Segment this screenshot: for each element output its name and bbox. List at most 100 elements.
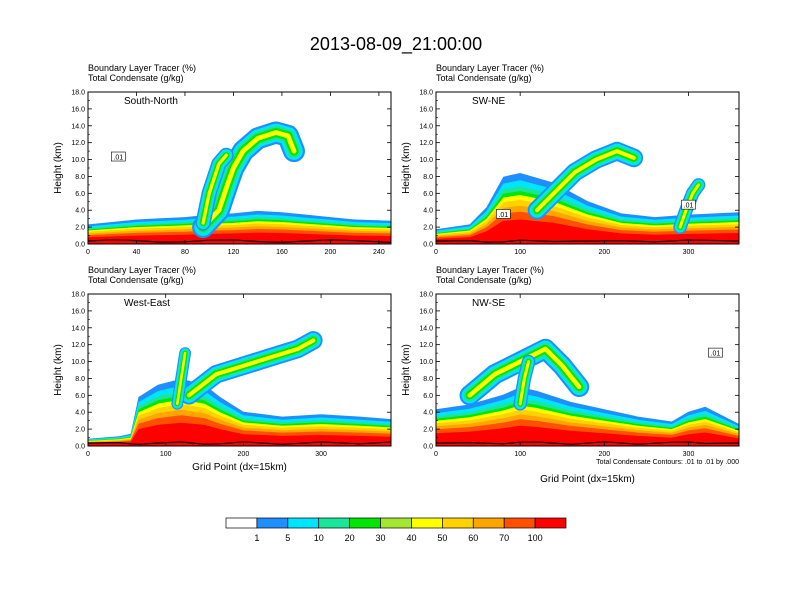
terrain-line [436, 239, 739, 243]
y-axis-label: Height (km) [53, 142, 64, 194]
colorbar-swatch [472, 517, 505, 529]
y-tick-label: 18.0 [71, 292, 85, 299]
y-axis-label: Height (km) [401, 142, 412, 194]
tracer-band-9 [88, 422, 391, 446]
colorbar-swatch [534, 517, 567, 529]
panel-subtitle-condensate: Total Condensate (g/kg) [436, 73, 532, 83]
x-tick-label: 0 [86, 249, 90, 256]
colorbar-label: 20 [345, 533, 355, 543]
y-tick-label: 2.0 [423, 225, 433, 232]
y-tick-label: 16.0 [71, 308, 85, 315]
y-tick-label: 10.0 [419, 157, 433, 164]
panel-4: Boundary Layer Tracer (%)Total Condensat… [401, 265, 740, 485]
y-tick-label: 8.0 [423, 376, 433, 383]
x-tick-label: 300 [683, 451, 695, 458]
panel-3: Boundary Layer Tracer (%)Total Condensat… [53, 265, 392, 473]
y-tick-label: 14.0 [71, 123, 85, 130]
x-tick-label: 0 [434, 249, 438, 256]
x-tick-label: 100 [160, 451, 172, 458]
y-tick-label: 4.0 [423, 410, 433, 417]
contour-label-box [708, 347, 723, 358]
y-tick-label: 6.0 [423, 393, 433, 400]
colorbar-swatch [287, 517, 320, 529]
panel-label: South-North [124, 96, 178, 107]
colorbar-swatch [256, 517, 289, 529]
colorbar-swatch [318, 517, 350, 529]
panel-label: SW-NE [472, 96, 505, 107]
y-tick-label: 14.0 [419, 123, 433, 130]
x-axis-label: Grid Point (dx=15km) [540, 474, 635, 485]
y-tick-label: 6.0 [423, 191, 433, 198]
y-tick-label: 12.0 [419, 342, 433, 349]
contour-label-box [496, 209, 511, 219]
terrain-line [436, 441, 739, 445]
panel-subtitle-condensate: Total Condensate (g/kg) [436, 275, 532, 285]
plume-1-layer-5 [534, 149, 636, 213]
plume-1-layer-5 [186, 338, 316, 398]
y-tick-label: 12.0 [419, 140, 433, 147]
y-tick-label: 0.0 [75, 444, 85, 451]
y-tick-label: 14.0 [71, 325, 85, 332]
y-tick-label: 18.0 [419, 90, 433, 97]
y-tick-label: 12.0 [71, 342, 85, 349]
y-tick-label: 2.0 [423, 427, 433, 434]
colorbar-swatch [349, 517, 381, 529]
x-axis-label: Grid Point (dx=15km) [192, 462, 287, 473]
y-tick-label: 6.0 [75, 393, 85, 400]
y-axis-label: Height (km) [53, 344, 64, 396]
panel-subtitle-tracer: Boundary Layer Tracer (%) [88, 63, 196, 73]
x-tick-label: 100 [514, 451, 526, 458]
plume-2-layer-5 [176, 351, 187, 406]
contour-label-box [111, 151, 126, 162]
contour-label-box [681, 199, 696, 210]
colorbar-label: 100 [528, 533, 543, 543]
x-tick-label: 100 [514, 249, 526, 256]
x-tick-label: 40 [133, 249, 141, 256]
y-tick-label: 12.0 [71, 140, 85, 147]
tracer-field [436, 338, 739, 446]
colorbar-label: 30 [376, 533, 386, 543]
colorbar-swatch [380, 517, 412, 529]
colorbar-label: 5 [285, 533, 290, 543]
panel-1: Boundary Layer Tracer (%)Total Condensat… [53, 63, 392, 256]
y-tick-label: 6.0 [75, 191, 85, 198]
x-tick-label: 300 [315, 451, 327, 458]
y-tick-label: 4.0 [75, 208, 85, 215]
panel-subtitle-condensate: Total Condensate (g/kg) [88, 275, 184, 285]
tracer-field [436, 141, 739, 244]
plume-1-layer-5 [467, 346, 582, 398]
y-tick-label: 0.0 [75, 242, 85, 249]
colorbar-label: 40 [406, 533, 416, 543]
x-tick-label: 240 [373, 249, 385, 256]
contour-label: .01 [684, 203, 694, 210]
y-tick-label: 0.0 [423, 444, 433, 451]
x-tick-label: 0 [434, 451, 438, 458]
y-tick-label: 18.0 [71, 90, 85, 97]
plume-2-layer-5 [518, 360, 531, 406]
y-tick-label: 8.0 [75, 376, 85, 383]
contour-label: .01 [113, 155, 123, 162]
panel-subtitle-condensate: Total Condensate (g/kg) [88, 73, 184, 83]
y-tick-label: 16.0 [71, 106, 85, 113]
plume-1-layer-5 [200, 130, 297, 230]
y-tick-label: 10.0 [71, 359, 85, 366]
x-tick-label: 200 [238, 451, 250, 458]
panel-label: NW-SE [472, 298, 505, 309]
x-tick-label: 300 [683, 249, 695, 256]
colorbar: 1 5 10 20 30 40 50 60 70 100 [225, 517, 567, 543]
plume-2-layer-5 [201, 153, 228, 225]
colorbar-label: 50 [437, 533, 447, 543]
panel-subtitle-tracer: Boundary Layer Tracer (%) [436, 265, 544, 275]
contour-label: .01 [711, 351, 721, 358]
x-tick-label: 120 [228, 249, 240, 256]
colorbar-swatch [503, 517, 536, 529]
y-tick-label: 4.0 [423, 208, 433, 215]
colorbar-swatch [411, 517, 443, 529]
colorbar-swatch [442, 517, 474, 529]
colorbar-label: 60 [468, 533, 478, 543]
y-tick-label: 14.0 [419, 325, 433, 332]
x-tick-label: 200 [598, 451, 610, 458]
tracer-field [88, 331, 391, 446]
panel-subtitle-tracer: Boundary Layer Tracer (%) [88, 265, 196, 275]
